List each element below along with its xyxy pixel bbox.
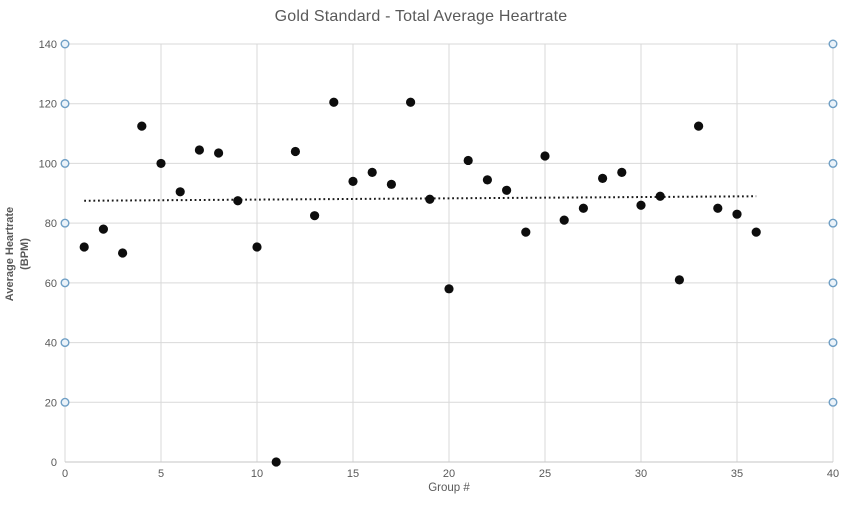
data-point[interactable] bbox=[598, 173, 608, 183]
data-point[interactable] bbox=[252, 242, 262, 252]
x-tick-label: 40 bbox=[827, 468, 839, 480]
gridline-selection-handle[interactable] bbox=[60, 338, 70, 348]
x-tick-label: 15 bbox=[347, 468, 359, 480]
data-point[interactable] bbox=[310, 211, 320, 221]
gridline-selection-handle[interactable] bbox=[60, 278, 70, 288]
data-point[interactable] bbox=[617, 167, 627, 177]
data-point[interactable] bbox=[751, 227, 761, 237]
data-point[interactable] bbox=[367, 167, 377, 177]
data-point[interactable] bbox=[463, 155, 473, 166]
y-tick-label: 80 bbox=[45, 218, 57, 230]
gridline-selection-handle[interactable] bbox=[60, 218, 70, 228]
x-tick-label: 10 bbox=[251, 468, 263, 480]
data-point[interactable] bbox=[694, 121, 704, 131]
gridline-selection-handle[interactable] bbox=[828, 158, 838, 168]
chart-title[interactable]: Gold Standard - Total Average Heartrate bbox=[274, 8, 568, 25]
data-point[interactable] bbox=[713, 203, 723, 213]
data-point[interactable] bbox=[118, 248, 128, 258]
data-point[interactable] bbox=[137, 121, 147, 131]
data-point[interactable] bbox=[233, 196, 243, 206]
data-point[interactable] bbox=[540, 151, 550, 161]
data-point[interactable] bbox=[214, 148, 224, 158]
data-point[interactable] bbox=[655, 191, 665, 201]
gridline-selection-handle[interactable] bbox=[60, 39, 70, 49]
data-point[interactable] bbox=[732, 209, 742, 219]
data-point[interactable] bbox=[559, 215, 569, 225]
x-tick-label: 20 bbox=[443, 468, 455, 480]
y-tick-label: 60 bbox=[45, 278, 57, 290]
data-point[interactable] bbox=[521, 227, 531, 237]
data-point[interactable] bbox=[406, 97, 416, 107]
y-axis-title[interactable]: Average Heartrate (BPM) bbox=[3, 104, 35, 404]
data-point[interactable] bbox=[386, 179, 396, 189]
y-tick-label: 100 bbox=[39, 158, 57, 170]
data-point[interactable] bbox=[444, 284, 454, 294]
gridline-selection-handle[interactable] bbox=[828, 99, 838, 109]
x-tick-label: 35 bbox=[731, 468, 743, 480]
data-point[interactable] bbox=[425, 194, 435, 204]
gridline-selection-handle[interactable] bbox=[828, 218, 838, 228]
x-axis-title[interactable]: Group # bbox=[428, 482, 470, 494]
data-point[interactable] bbox=[98, 224, 108, 234]
data-point[interactable] bbox=[578, 203, 589, 213]
data-point[interactable] bbox=[79, 242, 89, 252]
y-tick-label: 0 bbox=[51, 457, 57, 469]
y-tick-label: 120 bbox=[39, 99, 57, 111]
data-point[interactable] bbox=[502, 185, 512, 195]
gridline-selection-handle[interactable] bbox=[828, 338, 838, 348]
y-tick-label: 140 bbox=[39, 39, 57, 51]
data-point[interactable] bbox=[156, 158, 166, 169]
y-axis-title-line1: Average Heartrate bbox=[4, 206, 16, 302]
x-tick-label: 25 bbox=[539, 468, 551, 480]
gridline-selection-handle[interactable] bbox=[60, 99, 70, 109]
gridline-selection-handle[interactable] bbox=[60, 158, 70, 168]
data-point[interactable] bbox=[271, 457, 281, 467]
gridline-selection-handle[interactable] bbox=[828, 397, 838, 407]
y-tick-label: 20 bbox=[45, 397, 57, 409]
gridline-selection-handle[interactable] bbox=[60, 397, 70, 407]
data-point[interactable] bbox=[482, 175, 492, 185]
data-point[interactable] bbox=[329, 97, 339, 107]
x-tick-label: 5 bbox=[158, 468, 164, 480]
y-axis-title-line2: (BPM) bbox=[19, 238, 31, 270]
data-point[interactable] bbox=[194, 145, 204, 155]
x-tick-label: 30 bbox=[635, 468, 647, 480]
trendline[interactable] bbox=[84, 195, 757, 202]
data-point[interactable] bbox=[674, 275, 685, 285]
data-point[interactable] bbox=[290, 146, 300, 157]
gridline-selection-handle[interactable] bbox=[828, 278, 838, 288]
data-point[interactable] bbox=[175, 187, 185, 197]
gridline-selection-handle[interactable] bbox=[828, 39, 838, 49]
y-tick-label: 40 bbox=[45, 338, 57, 350]
data-point[interactable] bbox=[636, 200, 646, 210]
data-point[interactable] bbox=[348, 176, 358, 186]
x-tick-label: 0 bbox=[62, 468, 68, 480]
